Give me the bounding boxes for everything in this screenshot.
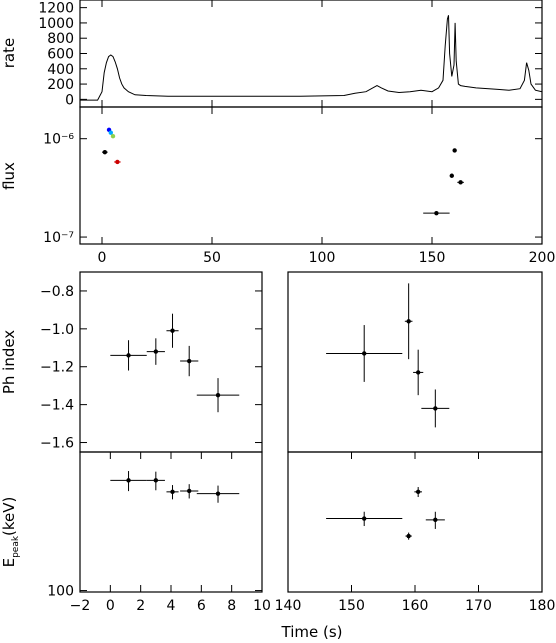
- phindex-left-marker: [187, 358, 192, 364]
- flux-y-label: flux: [0, 162, 18, 190]
- phindex-right-marker: [415, 370, 421, 375]
- rate-y-tick-label: 0: [65, 92, 74, 108]
- epeak-right-point-0: [326, 511, 403, 527]
- phindex-left-point-2: [166, 313, 179, 348]
- phindex-right-point-2: [413, 349, 424, 396]
- flux-marker: [115, 159, 120, 165]
- phindex-right-point-1: [404, 283, 413, 360]
- flux-marker: [102, 149, 108, 155]
- flux-point-7: [452, 148, 457, 153]
- flux-point-5: [423, 210, 450, 216]
- phindex-left-point-4: [196, 378, 240, 413]
- epeak-right-frame: [287, 451, 543, 593]
- phindex-left-marker: [170, 328, 175, 333]
- epeak-right-x-tick-label: 150: [338, 598, 365, 614]
- rate-y-tick-label: 800: [47, 31, 74, 47]
- flux-point-4: [114, 159, 121, 165]
- rate-y-tick-label: 1000: [38, 16, 74, 32]
- epeak-right-point-1: [405, 532, 412, 540]
- flux-marker: [458, 180, 463, 185]
- phindex-left-marker: [126, 353, 131, 358]
- epeak-right-x-tick-label: 180: [529, 598, 556, 614]
- epeak-left-x-tick-label: 10: [253, 598, 271, 614]
- epeak-left-marker: [187, 488, 192, 494]
- phindex-left-marker: [153, 349, 159, 354]
- flux-point-2: [108, 130, 114, 135]
- epeak-left-y-tick-label: 100: [47, 584, 74, 600]
- epeak-left-point-4: [196, 485, 240, 503]
- epeak-left-point-2: [166, 485, 179, 500]
- flux-marker: [108, 130, 114, 135]
- flux-point-6: [449, 173, 454, 178]
- epeak-right-marker: [362, 516, 367, 521]
- flux-marker: [452, 148, 457, 153]
- phindex-right-marker: [362, 351, 367, 356]
- flux-x-tick-label: 100: [309, 250, 336, 266]
- phindex-left-y-tick-label: −0.8: [40, 284, 74, 300]
- flux-x-tick-label: 150: [419, 250, 446, 266]
- epeak-y-label: Epeak(keV): [0, 497, 21, 568]
- phindex-left-y-tick-label: −1.6: [40, 436, 74, 452]
- epeak-right-x-tick-label: 170: [465, 598, 492, 614]
- phindex-y-label: Ph index: [0, 330, 18, 394]
- x-axis-label: Time (s): [281, 623, 343, 641]
- epeak-left-x-tick-label: −2: [70, 598, 91, 614]
- phindex-left-point-0: [110, 340, 147, 371]
- rate-panel-frame: [79, 0, 543, 108]
- phindex-left-frame: [79, 271, 263, 453]
- phindex-left-y-tick-label: −1.2: [40, 360, 74, 376]
- epeak-left-x-tick-label: 0: [106, 598, 115, 614]
- epeak-left-frame: [79, 451, 263, 593]
- epeak-right-x-tick-label: 160: [402, 598, 429, 614]
- phindex-left-point-3: [180, 345, 199, 377]
- flux-marker: [434, 210, 439, 216]
- flux-y-tick-label: 10⁻⁷: [43, 230, 74, 246]
- flux-point-3: [110, 134, 116, 139]
- epeak-left-point-1: [146, 471, 165, 491]
- epeak-right-x-tick-label: 140: [275, 598, 302, 614]
- flux-x-tick-label: 50: [203, 250, 221, 266]
- epeak-right-point-3: [425, 511, 445, 529]
- epeak-right-marker: [415, 489, 421, 495]
- flux-point-8: [457, 180, 464, 185]
- phindex-right-frame: [287, 271, 543, 453]
- phindex-right-point-3: [421, 389, 450, 428]
- epeak-left-marker: [215, 491, 221, 496]
- rate-y-tick-label: 1200: [38, 1, 74, 17]
- flux-x-tick-label: 0: [98, 250, 107, 266]
- rate-light-curve: [80, 15, 543, 101]
- epeak-right-marker: [406, 533, 411, 539]
- epeak-right-marker: [433, 517, 438, 523]
- epeak-left-marker: [126, 478, 131, 483]
- flux-marker: [110, 134, 116, 139]
- rate-y-tick-label: 400: [47, 62, 74, 78]
- epeak-left-x-tick-label: 2: [136, 598, 145, 614]
- epeak-left-x-tick-label: 8: [227, 598, 236, 614]
- epeak-left-point-0: [110, 471, 147, 492]
- phindex-left-point-1: [146, 338, 165, 365]
- phindex-right-point-0: [326, 325, 403, 382]
- flux-panel-frame: [79, 106, 543, 245]
- flux-x-tick-label: 200: [529, 250, 556, 266]
- epeak-left-marker: [153, 478, 159, 483]
- phindex-right-marker: [433, 406, 438, 411]
- epeak-left-point-3: [180, 484, 199, 499]
- flux-marker: [449, 173, 454, 178]
- rate-y-tick-label: 200: [47, 77, 74, 93]
- phindex-left-marker: [215, 392, 221, 398]
- phindex-left-y-tick-label: −1.0: [40, 322, 74, 338]
- rate-y-tick-label: 600: [47, 47, 74, 63]
- epeak-left-x-tick-label: 4: [167, 598, 176, 614]
- phindex-left-y-tick-label: −1.4: [40, 398, 74, 414]
- phindex-right-marker: [406, 319, 411, 324]
- flux-y-tick-label: 10⁻⁶: [43, 132, 74, 148]
- epeak-left-marker: [170, 489, 175, 495]
- epeak-left-x-tick-label: 6: [197, 598, 206, 614]
- epeak-right-point-2: [414, 487, 422, 498]
- flux-point-0: [102, 149, 108, 155]
- rate-y-label: rate: [0, 38, 18, 68]
